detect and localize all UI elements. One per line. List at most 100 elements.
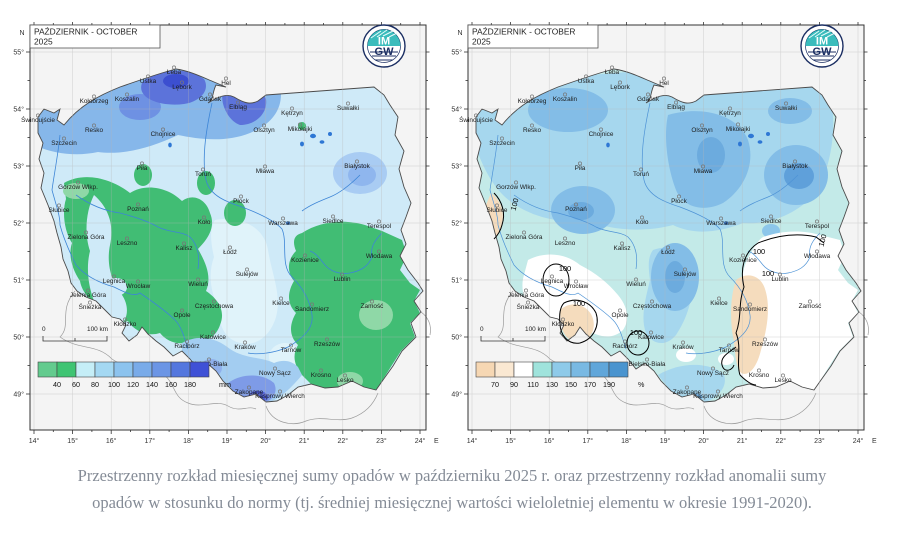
legend-swatch	[608, 361, 629, 378]
city-label: Ustka	[140, 78, 157, 85]
lat-tick-label: 50°	[451, 334, 462, 342]
city-marker	[769, 214, 773, 219]
legend-swatch	[189, 361, 210, 378]
city-marker	[196, 277, 200, 282]
city-label: Wieluń	[626, 281, 646, 288]
city-label: Gorzów Wlkp.	[496, 184, 536, 191]
city-marker	[125, 92, 129, 97]
contour-label: 100	[753, 247, 765, 256]
city-label: Racibórz	[612, 343, 637, 350]
city-marker	[666, 245, 670, 250]
city-label: Lębork	[610, 84, 630, 91]
city-label: Sulejów	[674, 271, 697, 278]
city-marker	[728, 106, 732, 111]
city-marker	[649, 330, 653, 335]
city-marker	[86, 288, 90, 293]
svg-text:2025: 2025	[472, 37, 491, 47]
city-marker	[136, 202, 140, 207]
city-marker	[57, 203, 61, 208]
lat-tick-label: 49°	[13, 391, 24, 399]
city-marker	[700, 123, 704, 128]
city-label: Zamość	[361, 303, 385, 310]
city-marker	[125, 236, 129, 241]
legend-value: 180	[184, 380, 196, 389]
city-label: Kasprowy Wierch	[693, 393, 743, 400]
city-label: Racibórz	[174, 343, 199, 350]
city-marker	[815, 219, 819, 224]
city-label: Łódź	[223, 249, 237, 256]
city-marker	[289, 343, 293, 348]
city-label: Białystok	[782, 163, 808, 170]
city-label: Warszawa	[268, 220, 298, 227]
city-label: Lublin	[771, 276, 789, 283]
city-marker	[76, 180, 80, 185]
svg-text:0: 0	[42, 326, 46, 333]
lon-tick-label: 17°	[145, 437, 156, 445]
lat-tick-label: 53°	[451, 163, 462, 171]
city-label: Zielona Góra	[68, 234, 105, 241]
city-label: Częstochowa	[633, 303, 672, 310]
city-marker	[84, 230, 88, 235]
city-marker	[279, 296, 283, 301]
city-label: Opole	[173, 312, 190, 319]
city-marker	[683, 267, 687, 272]
lat-tick-label: 53°	[13, 163, 24, 171]
city-label: Gdańsk	[637, 96, 660, 103]
legend-swatch	[132, 361, 153, 378]
choropleth-anomaly	[475, 68, 862, 403]
svg-text:GW: GW	[375, 46, 395, 58]
city-label: Kołobrzeg	[518, 98, 547, 105]
city-marker	[727, 343, 731, 348]
legend-value: 140	[146, 380, 158, 389]
city-marker	[281, 216, 285, 221]
city-marker	[620, 241, 624, 246]
city-marker	[778, 272, 782, 277]
city-marker	[717, 296, 721, 301]
contour-label: 100	[817, 233, 829, 247]
city-marker	[112, 274, 116, 279]
city-label: Jelenia Góra	[508, 292, 545, 299]
lon-tick-label: 18°	[621, 437, 632, 445]
city-marker	[500, 136, 504, 141]
city-label: Bielsko-Biała	[629, 361, 666, 368]
city-marker	[495, 203, 499, 208]
imgw-logo: IM GW	[362, 24, 406, 68]
city-label: Krosno	[311, 372, 332, 379]
city-marker	[303, 253, 307, 258]
legend-value: 160	[165, 380, 177, 389]
city-label: Hel	[659, 80, 669, 87]
city-label: Piła	[137, 165, 148, 172]
city-label: Rzeszów	[314, 341, 340, 348]
city-label: Kraków	[672, 344, 694, 351]
city-marker	[563, 236, 567, 241]
city-marker	[331, 214, 335, 219]
city-label: Olsztyn	[253, 127, 275, 134]
legend-swatch	[56, 361, 77, 378]
lon-tick-label: 17°	[583, 437, 594, 445]
city-marker	[377, 219, 381, 224]
city-label: Kielce	[710, 300, 728, 307]
city-marker	[474, 113, 478, 118]
city-marker	[584, 74, 588, 79]
lon-tick-label: 16°	[544, 437, 555, 445]
legend-precipitation: 40 60 80 100 120 140 160 180 mm	[37, 361, 231, 389]
city-label: Płock	[233, 198, 249, 205]
lat-tick-label: 51°	[13, 277, 24, 285]
city-marker	[514, 180, 518, 185]
city-label: Włodawa	[366, 253, 393, 260]
city-label: Kasprowy Wierch	[255, 393, 305, 400]
city-marker	[325, 337, 329, 342]
city-label: Nowy Sącz	[697, 370, 729, 377]
lon-tick-label: 23°	[814, 437, 825, 445]
city-marker	[781, 373, 785, 378]
city-marker	[618, 308, 622, 313]
svg-text:100 km: 100 km	[87, 326, 108, 333]
city-label: Kłodzko	[114, 321, 137, 328]
city-marker	[685, 385, 689, 390]
city-label: Lesko	[774, 377, 791, 384]
legend-value: 70	[491, 380, 499, 389]
lon-tick-label: 14°	[29, 437, 40, 445]
city-label: Piła	[575, 165, 586, 172]
city-marker	[563, 92, 567, 97]
